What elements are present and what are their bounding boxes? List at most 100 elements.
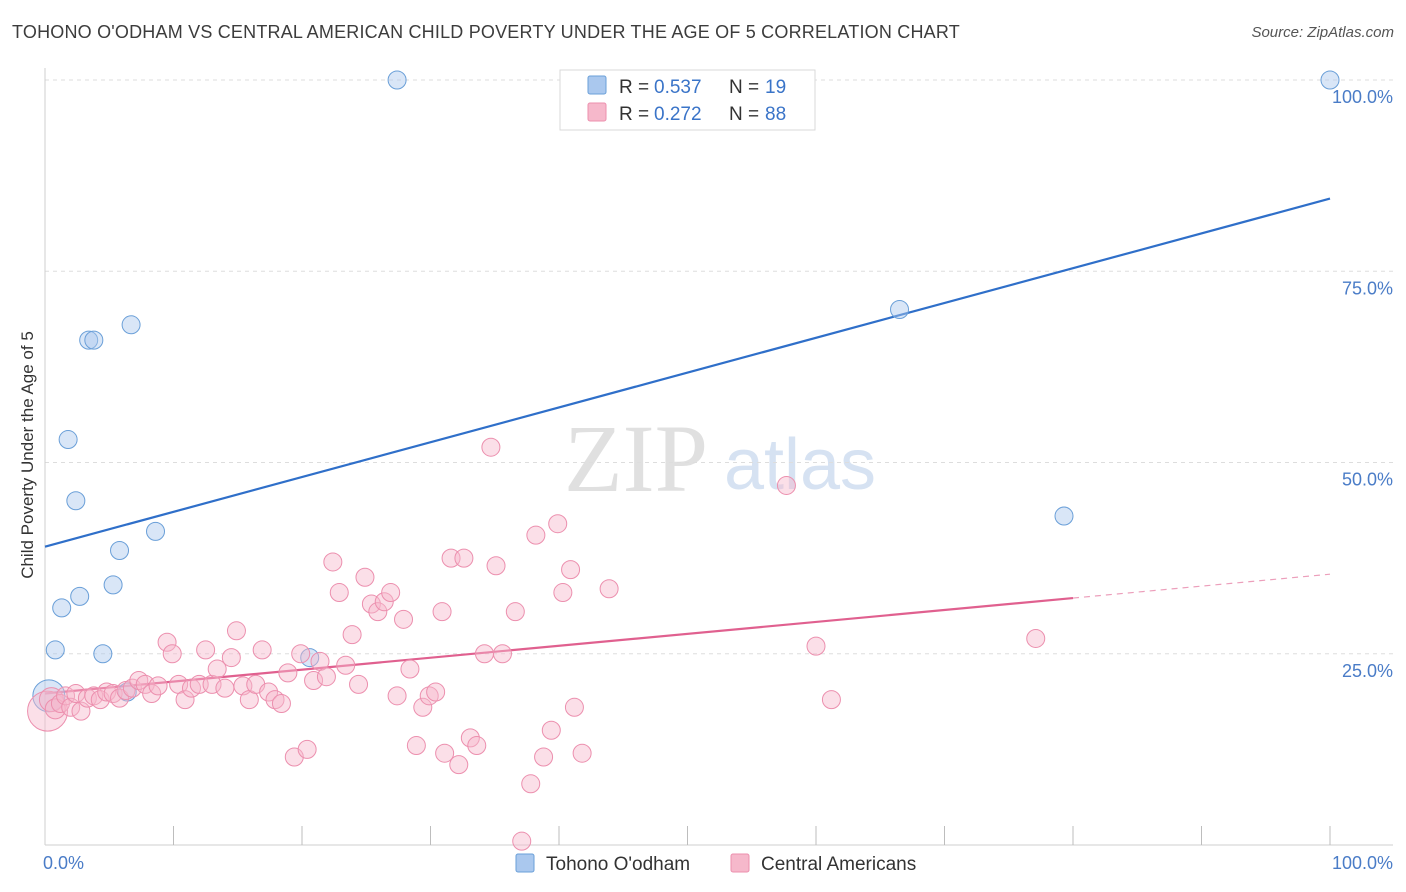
point-central-americans [355,567,375,587]
legend-r-value: 0.272 [654,104,702,125]
watermark-zip: ZIP [564,405,708,512]
point-central-americans [541,720,561,740]
point-central-americans [806,636,826,656]
point-tohono [52,598,72,618]
point-tohono [58,430,78,450]
point-tohono [1054,506,1074,526]
point-central-americans [449,755,469,775]
watermark: ZIP atlas [564,405,876,512]
legend-r-label: R = [619,104,649,125]
point-central-americans [90,690,110,710]
legend-n-label: N = [729,77,759,98]
point-central-americans [467,736,487,756]
point-tohono [45,640,65,660]
point-central-americans [426,682,446,702]
point-tohono [79,330,99,350]
point-central-americans [297,739,317,759]
y-tick-label: 50.0% [1342,470,1393,490]
point-central-americans [481,437,501,457]
point-tohono [117,682,137,702]
point-central-americans [821,690,841,710]
trend-line-tohono [44,197,1331,548]
point-tohono [890,300,910,319]
point-central-americans [162,644,182,664]
point-central-americans [259,682,279,702]
source-credit: Source: ZipAtlas.com [1251,24,1394,41]
point-central-americans [561,560,581,580]
chart-title: TOHONO O'ODHAM VS CENTRAL AMERICAN CHILD… [12,22,960,42]
legend-n-value: 19 [765,77,786,98]
y-tick-labels: 25.0% 50.0% 75.0% 100.0% [1332,87,1393,681]
point-central-americans [474,644,494,664]
point-central-americans [329,583,349,603]
point-central-americans [349,674,369,694]
point-tohono [66,491,86,511]
point-central-americans [122,678,142,698]
point-central-americans [368,602,388,622]
bottom-legend-swatch-central [730,853,750,873]
point-central-americans [202,674,222,694]
y-tick-label: 25.0% [1342,661,1393,681]
point-central-americans [148,676,168,696]
point-tohono [387,70,407,90]
data-points [27,70,1340,851]
point-central-americans [572,743,592,763]
y-axis-label: Child Poverty Under the Age of 5 [18,331,37,579]
legend: R = 0.537 N = 19 R = 0.272 N = 88 [559,69,816,131]
x-tick-labels: 0.0% 100.0% [43,853,1393,873]
point-central-americans [432,602,452,622]
point-central-americans [413,697,433,717]
point-central-americans [553,583,573,603]
point-central-americans [221,648,241,668]
point-central-americans [252,640,272,660]
trend-line-dashed-central-americans [1072,573,1331,599]
point-central-americans [564,697,584,717]
point-tohono [93,644,113,664]
point-tohono [70,586,90,606]
legend-n-value: 88 [765,104,786,125]
point-central-americans [207,659,227,679]
point-central-americans [526,525,546,545]
point-central-americans [776,475,796,495]
point-central-americans [215,678,235,698]
point-central-americans [175,690,195,710]
point-central-americans [381,583,401,603]
legend-r-value: 0.537 [654,77,702,98]
bottom-legend-swatch-tohono [515,853,535,873]
point-central-americans [226,621,246,641]
point-central-americans [1026,628,1046,648]
point-central-americans [394,609,414,629]
point-tohono [103,575,123,595]
point-tohono [121,315,141,335]
point-central-americans [599,579,619,599]
point-central-americans [521,774,541,794]
point-tohono [110,540,130,560]
legend-swatch-tohono [587,75,607,95]
point-central-americans [278,663,298,683]
point-central-americans [97,682,117,702]
point-central-americans [492,644,512,664]
point-central-americans [435,743,455,763]
point-central-americans [323,552,343,572]
point-central-americans [374,592,394,612]
watermark-atlas: atlas [724,425,876,505]
point-tohono [84,330,104,350]
point-central-americans [400,659,420,679]
y-tick-label: 100.0% [1332,87,1393,107]
point-central-americans [387,686,407,706]
point-central-americans [505,602,525,622]
gridlines [45,79,1393,655]
bottom-legend: Tohono O'odham Central Americans [515,853,916,875]
point-central-americans [157,632,177,652]
point-central-americans [342,625,362,645]
point-central-americans [548,514,568,534]
legend-swatch-central [587,102,607,122]
point-central-americans [486,556,506,576]
axes [44,68,1393,846]
legend-n-label: N = [729,104,759,125]
x-tick-label: 0.0% [43,853,84,873]
point-central-americans [304,671,324,691]
point-central-americans [291,644,311,664]
point-central-americans [142,684,162,704]
point-central-americans [512,831,532,851]
